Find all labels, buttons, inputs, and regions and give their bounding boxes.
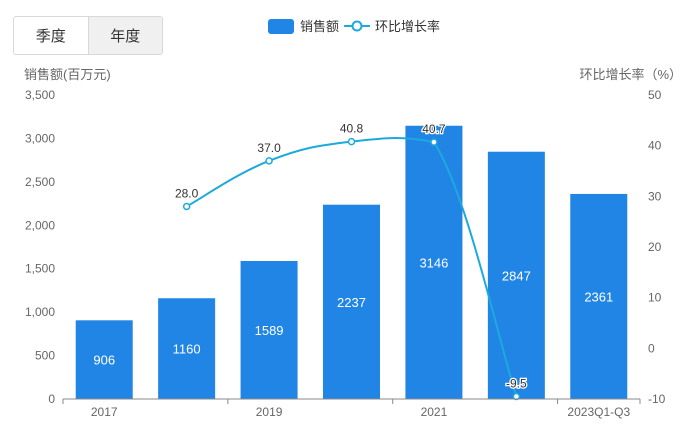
bar-value-label: 2237 [337, 295, 366, 310]
growth-point-label: -9.5 [506, 376, 527, 390]
left-tick-label: 2,500 [25, 175, 55, 189]
left-tick-label: 500 [35, 349, 55, 363]
left-tick-label: 3,500 [25, 88, 55, 102]
growth-line-path [186, 137, 518, 397]
bar-value-label: 2847 [502, 268, 531, 283]
right-tick-label: 50 [648, 88, 662, 102]
bar[interactable] [487, 151, 545, 399]
right-tick-label: 0 [648, 341, 655, 355]
legend-bar-swatch [268, 19, 294, 34]
growth-point-label: 37.0 [257, 141, 281, 155]
growth-point-label: 40.7 [422, 122, 446, 136]
left-axis-title: 销售额(百万元) [24, 67, 111, 82]
bar-value-label: 2361 [584, 289, 613, 304]
bar-value-labels: 906 1160 1589 2237 3146 2847 2361 [93, 255, 613, 367]
growth-point[interactable] [265, 157, 273, 165]
growth-point-label: 28.0 [175, 186, 199, 200]
x-axis-ticks: 2017 2019 2021 2023Q1-Q3 [62, 399, 641, 419]
growth-point[interactable] [347, 137, 356, 146]
bar[interactable] [75, 320, 133, 399]
bar-value-label: 1160 [173, 342, 201, 357]
growth-point[interactable] [430, 138, 438, 146]
tab-year[interactable]: 年度 [87, 17, 162, 54]
legend-bar-label: 销售额 [300, 19, 339, 34]
x-tick-label: 2021 [421, 405, 448, 419]
left-tick-label: 3,000 [25, 131, 55, 145]
left-tick-label: 2,000 [25, 218, 55, 232]
right-tick-label: -10 [648, 392, 666, 406]
growth-point-label: 40.8 [340, 122, 364, 136]
period-tabs: 季度 年度 [13, 16, 163, 55]
right-axis-ticks: -10 0 10 20 30 40 50 [648, 88, 666, 406]
bar[interactable] [240, 260, 298, 399]
growth-point[interactable] [182, 202, 191, 211]
legend-item-sales[interactable]: 销售额 [268, 19, 339, 34]
bar[interactable] [323, 204, 380, 399]
bar[interactable] [405, 125, 463, 399]
x-tick-label: 2019 [256, 405, 283, 419]
right-tick-label: 20 [648, 240, 662, 254]
right-tick-label: 30 [648, 189, 662, 203]
right-tick-label: 10 [648, 291, 662, 305]
bar-value-label: 3146 [419, 255, 448, 270]
tab-quarter[interactable]: 季度 [14, 17, 88, 54]
legend-line-marker [351, 20, 363, 32]
right-tick-label: 40 [648, 139, 662, 153]
bar-value-label: 1589 [255, 323, 284, 338]
bar-value-label: 906 [93, 353, 115, 368]
bars [75, 125, 628, 399]
right-axis-title: 环比增长率（%） [579, 67, 682, 82]
bar[interactable] [570, 193, 628, 399]
legend: 销售额 环比增长率 [268, 19, 440, 34]
left-tick-label: 1,000 [25, 305, 55, 319]
bar[interactable] [158, 298, 216, 399]
x-tick-label: 2023Q1-Q3 [567, 405, 630, 419]
left-axis-ticks: 0 500 1,000 1,500 2,000 2,500 3,000 3,500 [25, 88, 55, 406]
left-tick-label: 1,500 [25, 262, 55, 276]
left-tick-label: 0 [48, 392, 55, 406]
x-tick-label: 2017 [91, 405, 118, 419]
legend-item-growth[interactable]: 环比增长率 [344, 19, 440, 34]
growth-line: 28.0 37.0 40.8 40.7 -9.5 [174, 120, 528, 401]
legend-line-label: 环比增长率 [375, 19, 440, 34]
